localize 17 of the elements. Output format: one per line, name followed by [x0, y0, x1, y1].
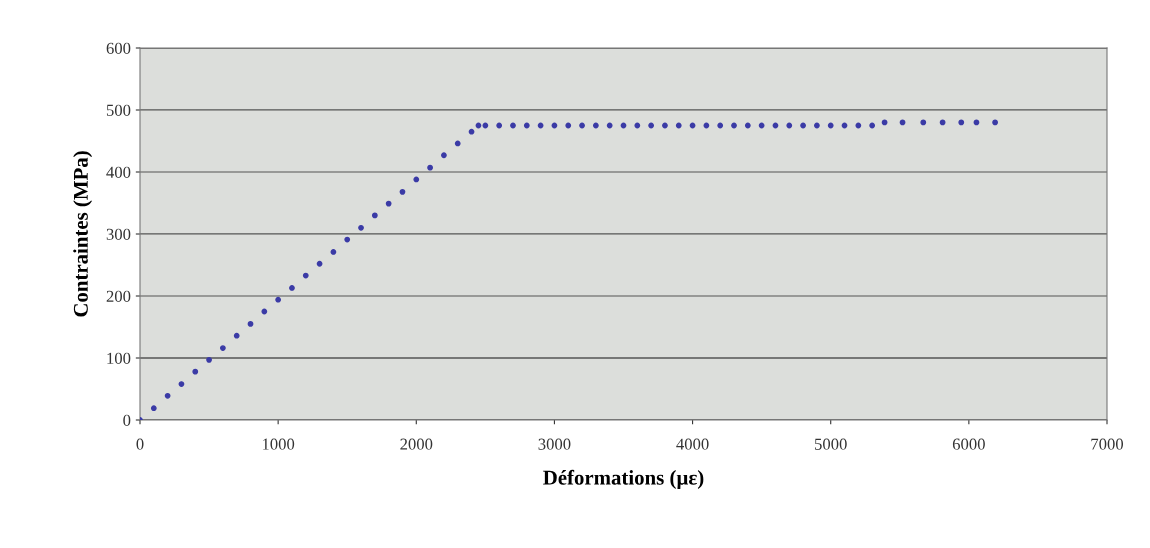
y-tick-label: 600: [106, 42, 131, 54]
y-tick-label: 300: [106, 228, 131, 240]
y-tick-label: 0: [123, 414, 131, 426]
x-tick-label: 4000: [676, 438, 709, 450]
x-tick-label: 6000: [952, 438, 985, 450]
x-tick-label: 2000: [400, 438, 433, 450]
x-tick-label: 1000: [262, 438, 295, 450]
x-tick-label: 7000: [1091, 438, 1124, 450]
x-axis-title: Déformations (µε): [543, 469, 704, 489]
x-tick-label: 3000: [538, 438, 571, 450]
y-axis-title: Contraintes (MPa): [73, 151, 93, 317]
y-tick-label: 400: [106, 166, 131, 178]
x-tick-label: 5000: [815, 438, 847, 450]
y-tick-label: 500: [106, 104, 131, 116]
y-tick-label: 200: [106, 290, 131, 302]
y-tick-label: 100: [107, 352, 131, 364]
x-tick-label: 0: [136, 438, 144, 450]
